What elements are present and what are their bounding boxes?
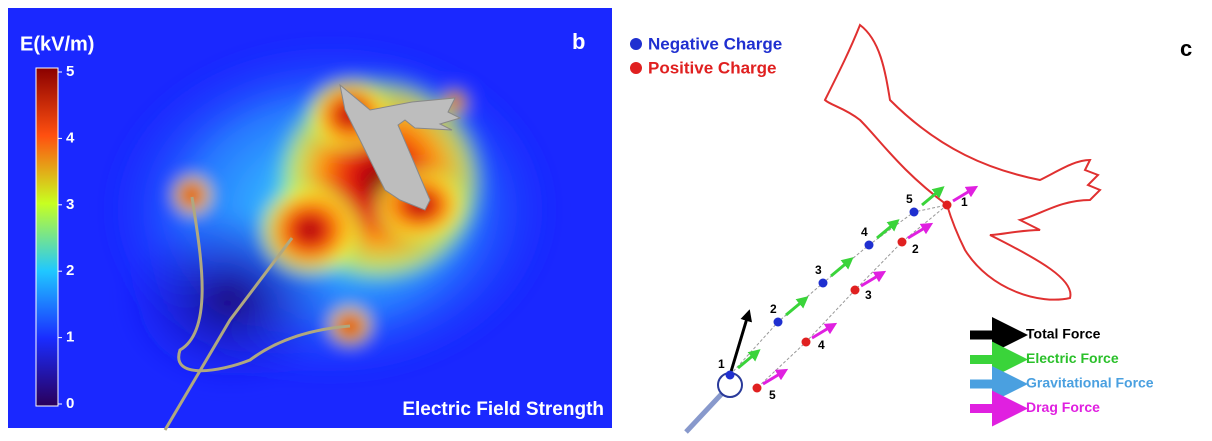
point-label: 2 (912, 242, 919, 256)
positive-charge (753, 384, 762, 393)
negative-charge (774, 318, 783, 327)
colorbar (36, 68, 58, 406)
legend-label: Negative Charge (648, 34, 782, 53)
positive-charge (851, 286, 860, 295)
colorbar-tick-label: 2 (66, 262, 74, 279)
point-label: 1 (961, 195, 968, 209)
point-label: 2 (770, 302, 777, 316)
point-label: 4 (861, 225, 868, 239)
colorbar-tick-label: 5 (66, 63, 74, 80)
force-legend-label: Total Force (1026, 326, 1101, 342)
panel-c: Negative Charge Positive Charge c 1 2 3 4 5 1… (630, 25, 1192, 432)
panel-b: 0 1 2 3 4 5 E(kV/m) b Electric Field Strength (8, 8, 612, 430)
colorbar-tick-label: 0 (66, 395, 74, 412)
drag-force-arrow (763, 372, 783, 384)
force-legend-label: Electric Force (1026, 350, 1119, 366)
force-legend-label: Gravitational Force (1026, 375, 1154, 391)
panel-label: b (572, 29, 585, 54)
drag-force-arrow (861, 274, 881, 286)
colorbar-tick-label: 3 (66, 196, 74, 213)
electric-force-arrow (786, 300, 804, 315)
positive-charge (943, 201, 952, 210)
electric-force-arrow (831, 261, 849, 276)
figure: 0 1 2 3 4 5 E(kV/m) b Electric Field Strength… (0, 0, 1212, 436)
point-label: 3 (865, 288, 872, 302)
positive-charge (802, 338, 811, 347)
point-label: 5 (906, 192, 913, 206)
point-label: 4 (818, 338, 825, 352)
electric-force-arrow (738, 353, 756, 368)
colorbar-tick-label: 1 (66, 329, 74, 346)
legend-label: Positive Charge (648, 58, 777, 77)
colorbar-tick-label: 4 (66, 129, 75, 146)
force-legend-label: Drag Force (1026, 399, 1100, 415)
negative-charge (726, 371, 735, 380)
electric-force-arrow (877, 223, 895, 238)
point-label: 5 (769, 388, 776, 402)
colorbar-title: E(kV/m) (20, 33, 94, 55)
negative-charge (865, 241, 874, 250)
point-label: 1 (718, 357, 725, 371)
legend-dot (630, 38, 642, 50)
caption: Electric Field Strength (402, 399, 604, 420)
negative-charge (910, 208, 919, 217)
drag-force-arrow (908, 226, 928, 238)
negative-trajectory (730, 205, 947, 375)
legend-dot (630, 62, 642, 74)
animal-outline (825, 25, 1100, 300)
positive-charge (898, 238, 907, 247)
point-label: 3 (815, 263, 822, 277)
panel-label: c (1180, 36, 1192, 61)
negative-charge (819, 279, 828, 288)
drag-force-arrow (812, 326, 832, 338)
